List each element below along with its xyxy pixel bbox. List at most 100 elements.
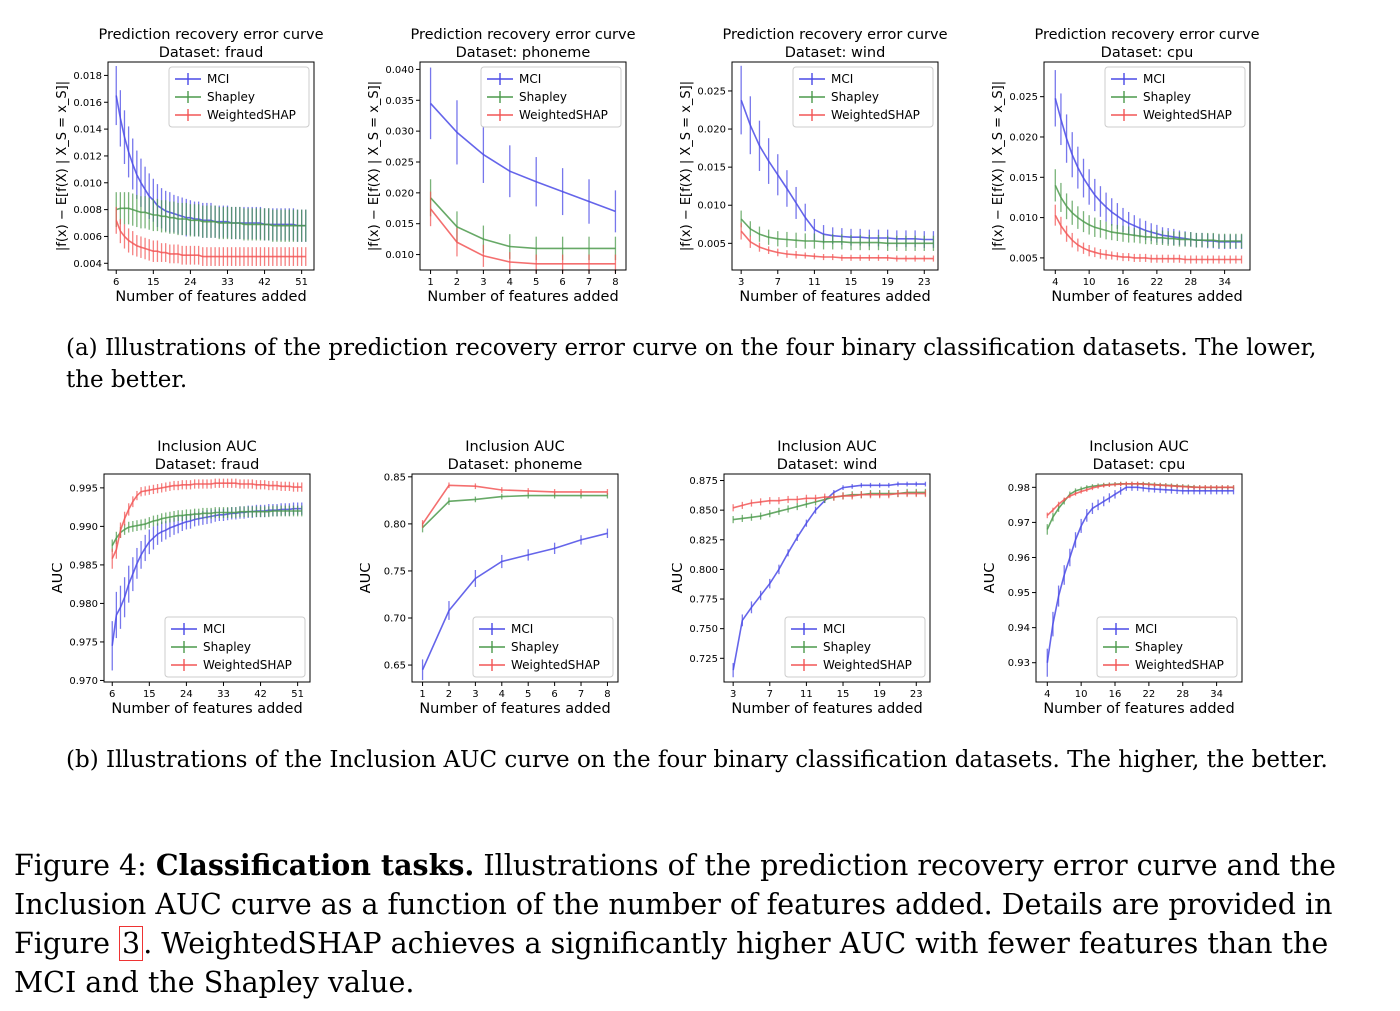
legend-label: WeightedSHAP	[203, 658, 292, 672]
chart-title: Inclusion AUC	[1089, 439, 1189, 455]
figure-caption-bold: Classification tasks.	[155, 848, 475, 882]
y-axis-label: AUC	[52, 563, 66, 594]
x-tick-label: 7	[578, 689, 584, 700]
figure-caption-prefix: Figure 4:	[14, 849, 156, 882]
x-tick-label: 6	[109, 689, 115, 700]
legend-label: MCI	[519, 72, 541, 86]
x-tick-label: 28	[1176, 689, 1189, 700]
x-tick-label: 34	[1218, 277, 1231, 288]
y-axis-label: AUC	[360, 563, 374, 594]
chart-title: Prediction recovery error curve	[722, 27, 947, 43]
plot-frame	[103, 473, 311, 683]
x-tick-label: 23	[910, 689, 923, 700]
series-Shapley	[740, 210, 935, 251]
plot-frame	[419, 61, 627, 271]
y-tick-label: 0.985	[69, 560, 98, 571]
chart-0: Prediction recovery error curve Dataset: …	[56, 27, 324, 305]
x-axis-label: Number of features added	[419, 701, 610, 717]
legend-label: MCI	[823, 622, 845, 636]
legend-label: WeightedSHAP	[1143, 108, 1232, 122]
legend: MCI Shapley WeightedSHAP	[784, 616, 926, 678]
legend-label: MCI	[203, 622, 225, 636]
series-WeightedSHAP	[1046, 481, 1235, 519]
chart-subtitle: Dataset: fraud	[155, 457, 260, 473]
x-tick-label: 33	[221, 277, 234, 288]
y-tick-label: 0.025	[1009, 92, 1038, 103]
series-WeightedSHAP	[732, 490, 927, 512]
x-tick-label: 8	[604, 689, 610, 700]
legend-box	[480, 66, 622, 128]
y-tick-label: 0.975	[69, 637, 98, 648]
y-tick-label: 0.875	[689, 476, 718, 487]
y-tick-label: 0.018	[73, 71, 102, 82]
y-tick-label: 0.005	[697, 239, 726, 250]
series-line-Shapley	[740, 218, 934, 245]
subcaption-b: (b) Illustrations of the Inclusion AUC c…	[66, 747, 1328, 773]
figure-row-b: Inclusion AUC Dataset: fraud 6 15 24 33 42 51 0.…	[0, 430, 1400, 722]
legend: MCI Shapley WeightedSHAP	[792, 66, 934, 128]
y-tick-label: 0.014	[73, 125, 102, 136]
series-line-WeightedSHAP	[429, 208, 616, 265]
legend-box	[784, 616, 926, 678]
series-Shapley	[115, 192, 307, 242]
y-tick-label: 0.990	[69, 522, 98, 533]
series-line-WeightedSHAP	[1054, 214, 1242, 261]
y-tick-label: 0.95	[1008, 588, 1030, 599]
legend: MCI Shapley WeightedSHAP	[168, 66, 310, 128]
x-tick-label: 6	[559, 277, 565, 288]
series-line-Shapley	[422, 494, 608, 529]
y-tick-label: 0.010	[385, 250, 414, 261]
y-tick-label: 0.006	[73, 232, 102, 243]
y-tick-label: 0.725	[689, 654, 718, 665]
series-WeightedSHAP	[740, 222, 935, 262]
chart-title: Inclusion AUC	[465, 439, 565, 455]
x-tick-label: 28	[1184, 277, 1197, 288]
x-tick-label: 42	[258, 277, 271, 288]
figure-caption-text2: . WeightedSHAP achieves a significantly …	[14, 927, 1329, 999]
series-WeightedSHAP	[1054, 204, 1243, 264]
x-axis-label: Number of features added	[1051, 289, 1242, 305]
y-tick-label: 0.020	[1009, 132, 1038, 143]
chart-6: Inclusion AUC Dataset: wind 3 7 11 15 19 23 0.72…	[672, 439, 931, 717]
x-tick-label: 3	[730, 689, 736, 700]
figure-ref-link[interactable]: 3	[119, 926, 144, 961]
figure-row-a: Prediction recovery error curve Dataset: …	[0, 18, 1400, 310]
plot-frame	[723, 473, 931, 683]
chart-title: Prediction recovery error curve	[98, 27, 323, 43]
figure-caption: Figure 4: Classification tasks. Illustra…	[14, 846, 1386, 1002]
series-line-MCI	[740, 99, 934, 241]
legend-label: Shapley	[511, 640, 559, 654]
legend-label: MCI	[1143, 72, 1165, 86]
y-tick-label: 0.010	[73, 178, 102, 189]
chart-subtitle: Dataset: wind	[777, 457, 878, 473]
x-tick-label: 11	[800, 689, 813, 700]
y-tick-label: 0.70	[384, 614, 406, 625]
series-line-MCI	[421, 532, 608, 671]
plot-frame	[107, 61, 315, 271]
legend: MCI Shapley WeightedSHAP	[164, 616, 306, 678]
series-line-WeightedSHAP	[115, 220, 306, 258]
x-tick-label: 15	[147, 277, 160, 288]
series-WeightedSHAP	[115, 206, 307, 266]
x-tick-label: 24	[184, 277, 197, 288]
x-tick-label: 34	[1210, 689, 1223, 700]
legend: MCI Shapley WeightedSHAP	[480, 66, 622, 128]
y-tick-label: 0.020	[385, 188, 414, 199]
x-axis-label: Number of features added	[111, 701, 302, 717]
series-WeightedSHAP	[111, 478, 303, 569]
x-tick-label: 6	[551, 689, 557, 700]
y-tick-label: 0.93	[1008, 658, 1030, 669]
y-tick-label: 0.75	[384, 566, 406, 577]
legend-label: WeightedSHAP	[823, 658, 912, 672]
y-tick-label: 0.85	[384, 472, 406, 483]
y-axis-label: |f(x) − E[f(X) | X_S = x_S]|	[680, 81, 694, 251]
y-tick-label: 0.800	[689, 565, 718, 576]
x-tick-label: 2	[446, 689, 452, 700]
x-tick-label: 7	[586, 277, 592, 288]
x-tick-label: 19	[873, 689, 886, 700]
x-tick-label: 10	[1083, 277, 1096, 288]
legend-box	[168, 66, 310, 128]
x-axis-label: Number of features added	[115, 289, 306, 305]
series-line-WeightedSHAP	[732, 492, 926, 509]
plot-frame	[731, 61, 939, 271]
